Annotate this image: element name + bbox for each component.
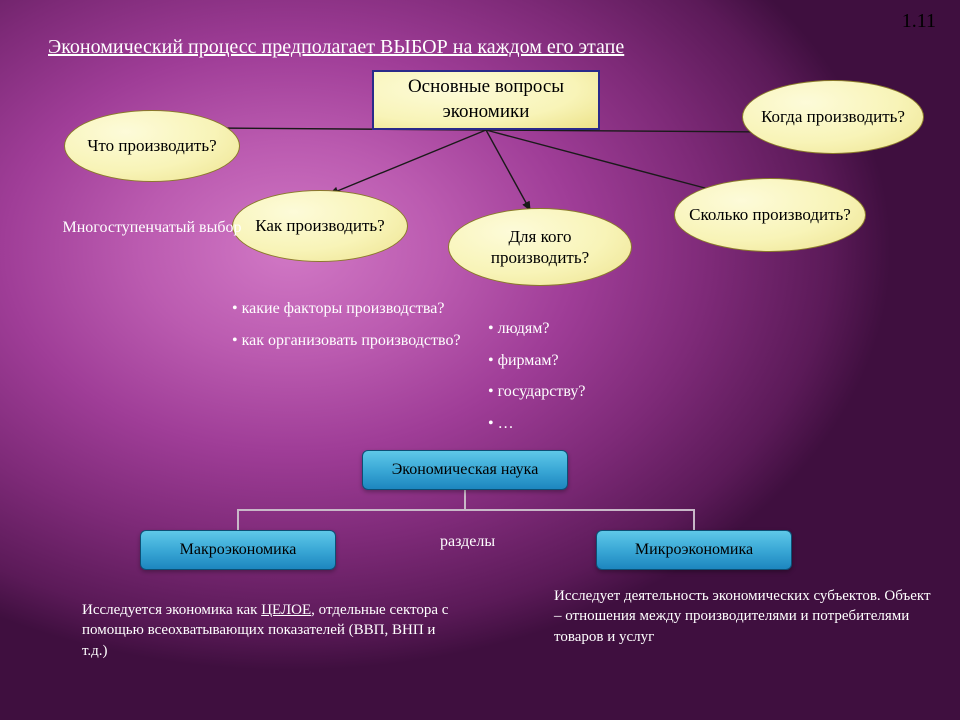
bullet-item: какие факторы производства? — [232, 298, 461, 320]
macroeconomics-label: Макроэкономика — [180, 541, 297, 559]
macroeconomics-box: Макроэкономика — [140, 530, 336, 570]
micro-description: Исследует деятельность экономических суб… — [554, 586, 934, 647]
microeconomics-box: Микроэкономика — [596, 530, 792, 570]
central-question-box: Основные вопросы экономики — [372, 70, 600, 130]
side-note: Многоступенчатый выбор — [62, 218, 242, 239]
macro-desc-pre: Исследуется экономика как — [82, 602, 261, 618]
bullet-item: фирмам? — [488, 350, 586, 372]
bullets-how: какие факторы производства? как организов… — [232, 298, 461, 361]
slide-title: Экономический процесс предполагает ВЫБОР… — [48, 36, 624, 59]
sections-label: разделы — [440, 532, 495, 553]
question-how: Как производить? — [232, 190, 408, 262]
slide-number: 1.11 — [902, 10, 936, 33]
question-what: Что производить? — [64, 110, 240, 182]
macro-description: Исследуется экономика как ЦЕЛОЕ, отдельн… — [82, 600, 462, 661]
question-when: Когда производить? — [742, 80, 924, 154]
bullet-item: как организовать производство? — [232, 330, 461, 352]
macro-desc-underline: ЦЕЛОЕ — [261, 602, 311, 618]
question-howmuch: Сколько производить? — [674, 178, 866, 252]
economic-science-label: Экономическая наука — [392, 461, 539, 479]
economic-science-box: Экономическая наука — [362, 450, 568, 490]
bullet-item: людям? — [488, 318, 586, 340]
bullet-item: … — [488, 413, 586, 435]
microeconomics-label: Микроэкономика — [635, 541, 753, 559]
question-forwhom: Для кого производить? — [448, 208, 632, 286]
bullet-item: государству? — [488, 381, 586, 403]
bullets-forwhom: людям? фирмам? государству? … — [488, 318, 586, 444]
central-question-text: Основные вопросы экономики — [380, 75, 592, 124]
